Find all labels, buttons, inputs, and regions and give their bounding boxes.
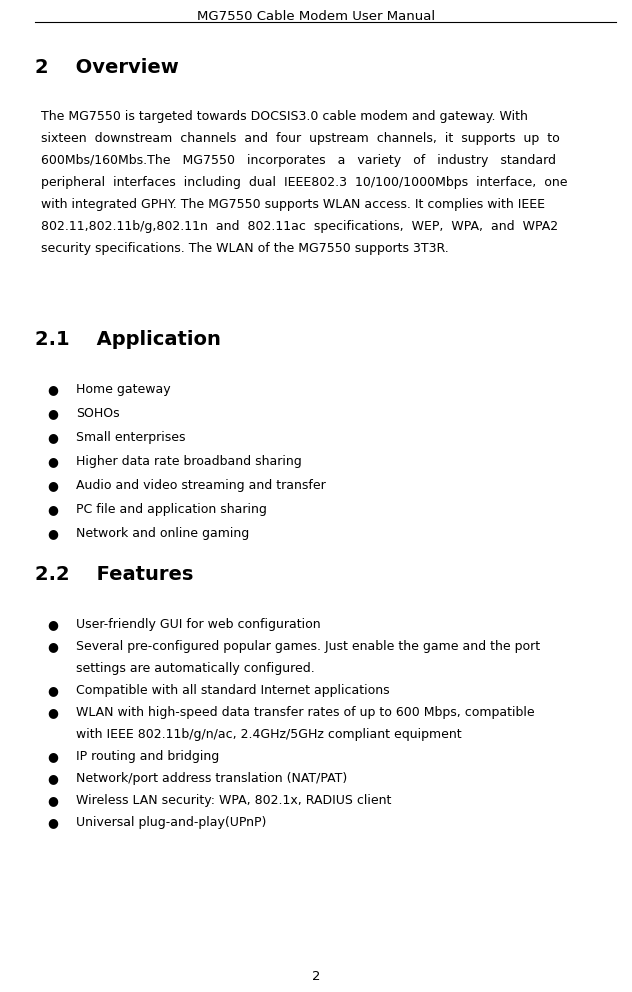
- Text: 2    Overview: 2 Overview: [35, 58, 178, 77]
- Text: ●: ●: [47, 407, 58, 420]
- Text: MG7550 Cable Modem User Manual: MG7550 Cable Modem User Manual: [197, 10, 435, 23]
- Text: 802.11,802.11b/g,802.11n  and  802.11ac  specifications,  WEP,  WPA,  and  WPA2: 802.11,802.11b/g,802.11n and 802.11ac sp…: [41, 220, 558, 233]
- Text: WLAN with high-speed data transfer rates of up to 600 Mbps, compatible: WLAN with high-speed data transfer rates…: [76, 706, 535, 719]
- Text: security specifications. The WLAN of the MG7550 supports 3T3R.: security specifications. The WLAN of the…: [41, 242, 449, 255]
- Text: The MG7550 is targeted towards DOCSIS3.0 cable modem and gateway. With: The MG7550 is targeted towards DOCSIS3.0…: [41, 110, 528, 123]
- Text: peripheral  interfaces  including  dual  IEEE802.3  10/100/1000Mbps  interface, : peripheral interfaces including dual IEE…: [41, 176, 568, 189]
- Text: ●: ●: [47, 750, 58, 763]
- Text: Network and online gaming: Network and online gaming: [76, 527, 249, 540]
- Text: ●: ●: [47, 479, 58, 492]
- Text: IP routing and bridging: IP routing and bridging: [76, 750, 219, 763]
- Text: ●: ●: [47, 706, 58, 719]
- Text: Compatible with all standard Internet applications: Compatible with all standard Internet ap…: [76, 684, 389, 697]
- Text: 2: 2: [312, 970, 320, 983]
- Text: ●: ●: [47, 618, 58, 631]
- Text: Small enterprises: Small enterprises: [76, 431, 185, 444]
- Text: ●: ●: [47, 527, 58, 540]
- Text: Several pre-configured popular games. Just enable the game and the port: Several pre-configured popular games. Ju…: [76, 640, 540, 653]
- Text: ●: ●: [47, 503, 58, 516]
- Text: 2.1    Application: 2.1 Application: [35, 330, 221, 349]
- Text: sixteen  downstream  channels  and  four  upstream  channels,  it  supports  up : sixteen downstream channels and four ups…: [41, 132, 560, 145]
- Text: User-friendly GUI for web configuration: User-friendly GUI for web configuration: [76, 618, 320, 631]
- Text: Wireless LAN security: WPA, 802.1x, RADIUS client: Wireless LAN security: WPA, 802.1x, RADI…: [76, 794, 391, 807]
- Text: 600Mbs/160Mbs.The   MG7550   incorporates   a   variety   of   industry   standa: 600Mbs/160Mbs.The MG7550 incorporates a …: [41, 154, 556, 167]
- Text: with integrated GPHY. The MG7550 supports WLAN access. It complies with IEEE: with integrated GPHY. The MG7550 support…: [41, 198, 545, 211]
- Text: Higher data rate broadband sharing: Higher data rate broadband sharing: [76, 455, 301, 468]
- Text: ●: ●: [47, 794, 58, 807]
- Text: Universal plug-and-play(UPnP): Universal plug-and-play(UPnP): [76, 816, 266, 829]
- Text: 2.2    Features: 2.2 Features: [35, 565, 193, 584]
- Text: Home gateway: Home gateway: [76, 383, 171, 396]
- Text: Audio and video streaming and transfer: Audio and video streaming and transfer: [76, 479, 325, 492]
- Text: ●: ●: [47, 772, 58, 785]
- Text: ●: ●: [47, 383, 58, 396]
- Text: Network/port address translation (NAT/PAT): Network/port address translation (NAT/PA…: [76, 772, 347, 785]
- Text: settings are automatically configured.: settings are automatically configured.: [76, 662, 315, 675]
- Text: ●: ●: [47, 455, 58, 468]
- Text: ●: ●: [47, 684, 58, 697]
- Text: with IEEE 802.11b/g/n/ac, 2.4GHz/5GHz compliant equipment: with IEEE 802.11b/g/n/ac, 2.4GHz/5GHz co…: [76, 728, 461, 741]
- Text: SOHOs: SOHOs: [76, 407, 119, 420]
- Text: PC file and application sharing: PC file and application sharing: [76, 503, 267, 516]
- Text: ●: ●: [47, 816, 58, 829]
- Text: ●: ●: [47, 640, 58, 653]
- Text: ●: ●: [47, 431, 58, 444]
